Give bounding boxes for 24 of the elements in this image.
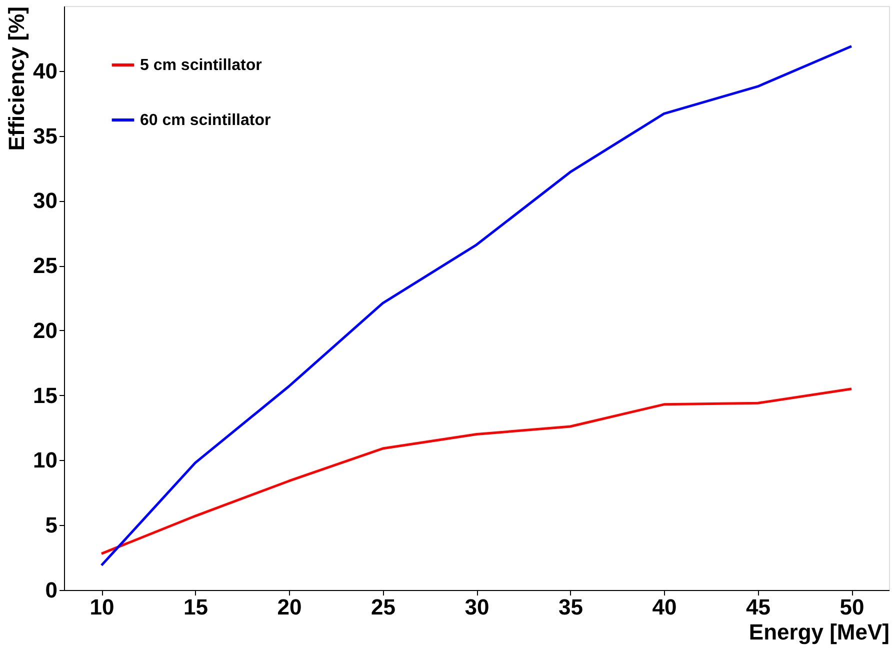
x-tick-label: 35 (558, 594, 583, 620)
y-tick-label: 35 (33, 123, 58, 148)
line-series (100, 44, 853, 567)
x-tick-label: 45 (746, 594, 770, 620)
x-tick-label: 30 (464, 594, 490, 620)
x-tick-label: 50 (840, 594, 864, 620)
y-tick-label: 10 (33, 448, 58, 473)
x-tick-label: 20 (277, 594, 302, 620)
y-tick-label: 40 (33, 58, 58, 84)
line-series (100, 388, 853, 555)
y-tick-label: 5 (45, 512, 58, 538)
y-tick-label: 15 (33, 382, 58, 408)
y-tick-label: 20 (33, 318, 58, 343)
y-tick-label: 0 (45, 578, 58, 602)
x-tick-label: 10 (90, 594, 114, 620)
x-tick-label: 25 (371, 594, 396, 620)
x-axis-title: Energy [MeV] (748, 620, 890, 644)
legend-label: 5 cm scintillator (140, 57, 262, 74)
y-tick-label: 30 (33, 188, 58, 214)
y-tick-label: 25 (33, 253, 58, 278)
y-axis-title: Efficiency [%] (4, 6, 30, 151)
x-tick-label: 15 (184, 594, 208, 620)
x-tick-label: 40 (652, 594, 677, 620)
legend-label: 60 cm scintillator (140, 112, 271, 129)
